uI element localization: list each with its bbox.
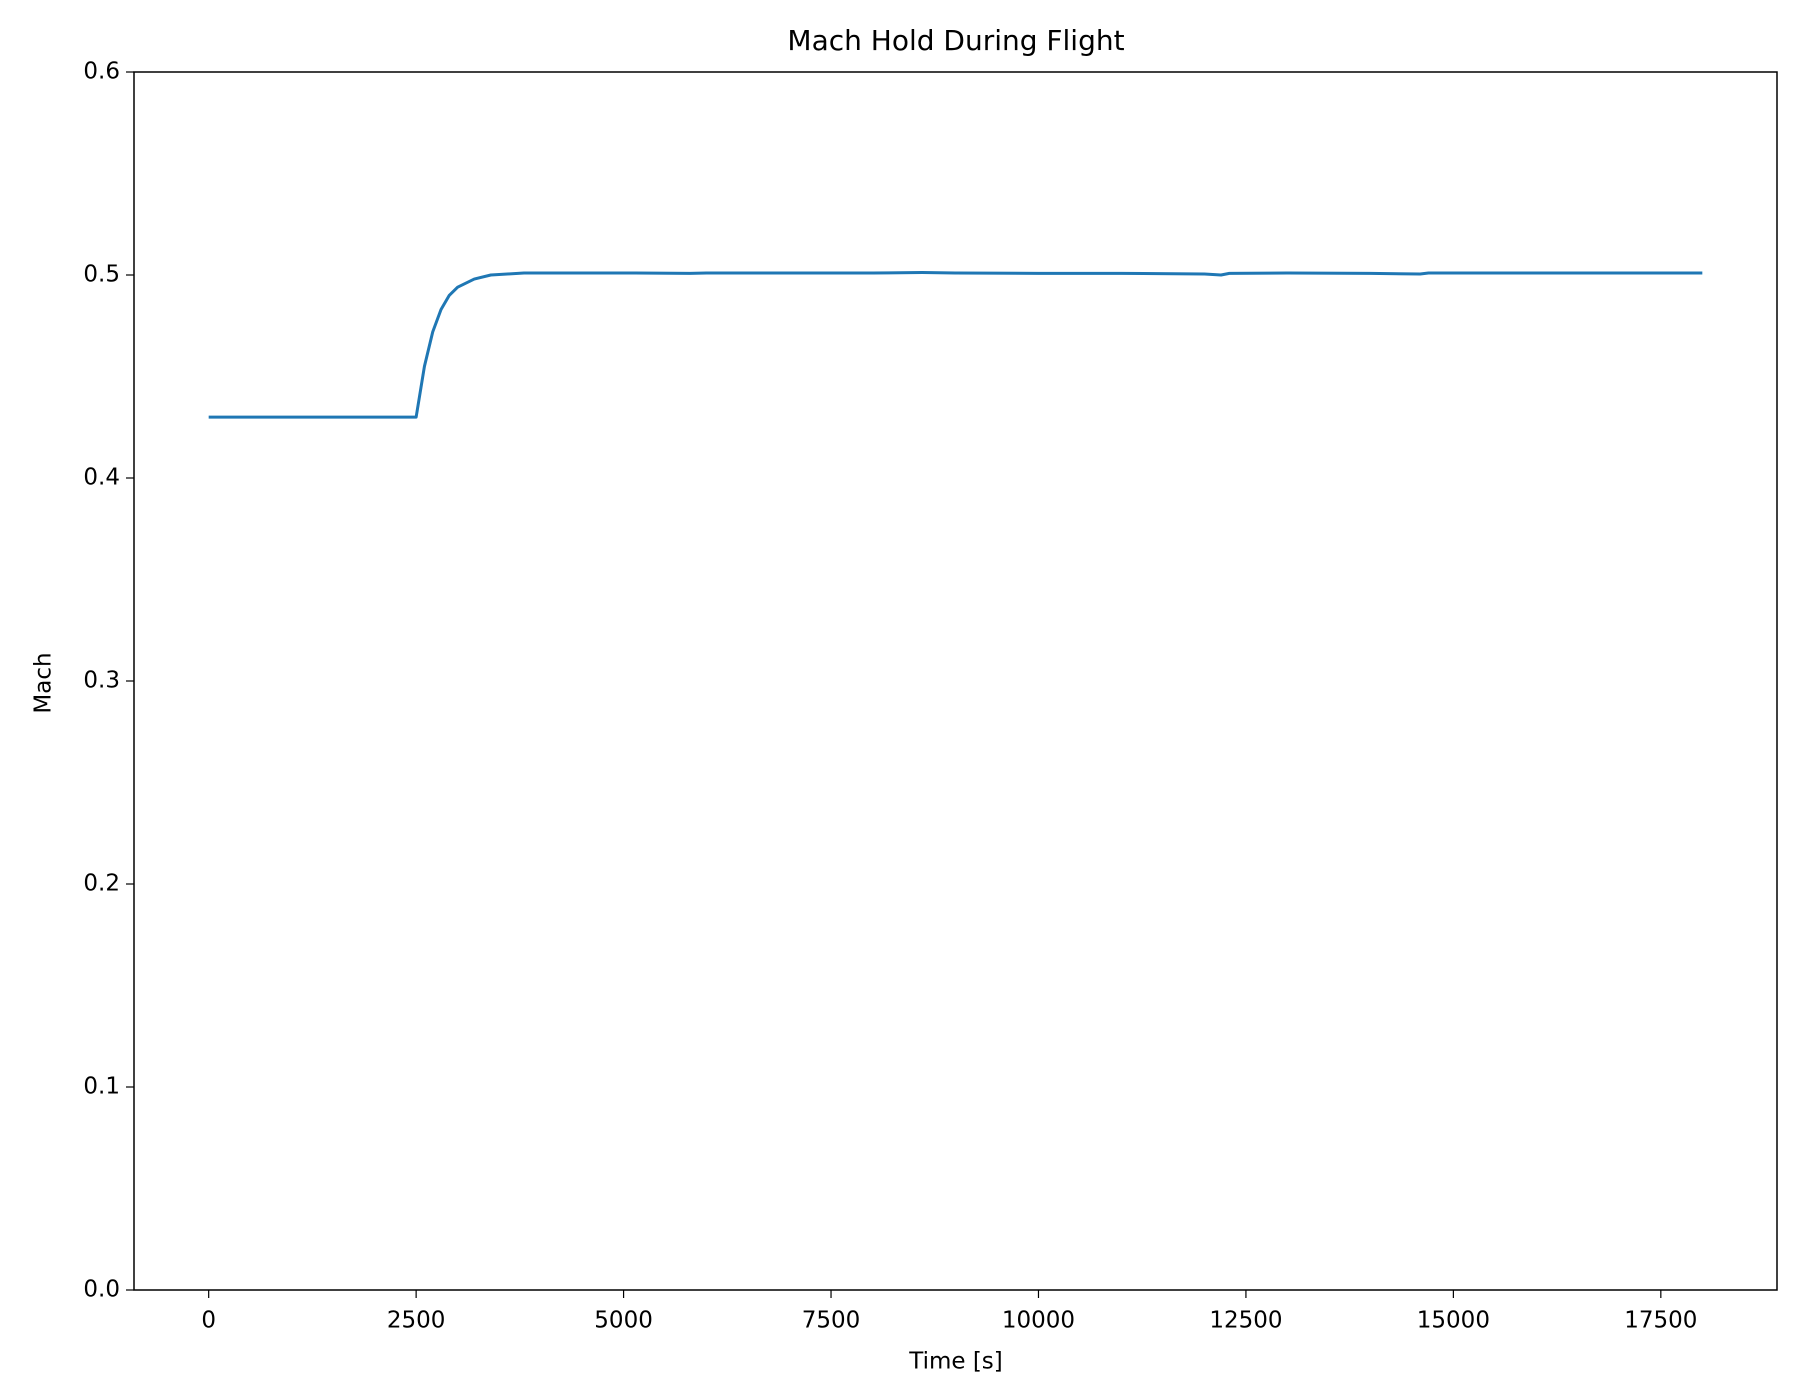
x-tick-label: 15000 xyxy=(1417,1308,1490,1334)
x-tick-label: 12500 xyxy=(1209,1308,1282,1334)
y-tick-label: 0.3 xyxy=(83,668,120,694)
chart-title: Mach Hold During Flight xyxy=(787,24,1124,57)
x-tick-label: 2500 xyxy=(387,1308,446,1334)
x-axis-label: Time [s] xyxy=(908,1349,1003,1375)
data-line xyxy=(208,271,1703,419)
y-tick-label: 0.6 xyxy=(83,59,120,85)
y-tick-label: 0.1 xyxy=(83,1074,120,1100)
x-tick-label: 7500 xyxy=(802,1308,861,1334)
x-tick-label: 5000 xyxy=(594,1308,653,1334)
x-tick-label: 10000 xyxy=(1002,1308,1075,1334)
x-tick-label: 17500 xyxy=(1624,1308,1697,1334)
y-tick-label: 0.0 xyxy=(83,1277,120,1303)
plot-frame xyxy=(133,71,1778,1291)
x-tick-label: 0 xyxy=(201,1308,216,1334)
y-axis-label: Mach xyxy=(31,652,57,713)
y-tick-label: 0.4 xyxy=(83,465,120,491)
y-tick-label: 0.2 xyxy=(83,871,120,897)
y-tick-label: 0.5 xyxy=(83,262,120,288)
